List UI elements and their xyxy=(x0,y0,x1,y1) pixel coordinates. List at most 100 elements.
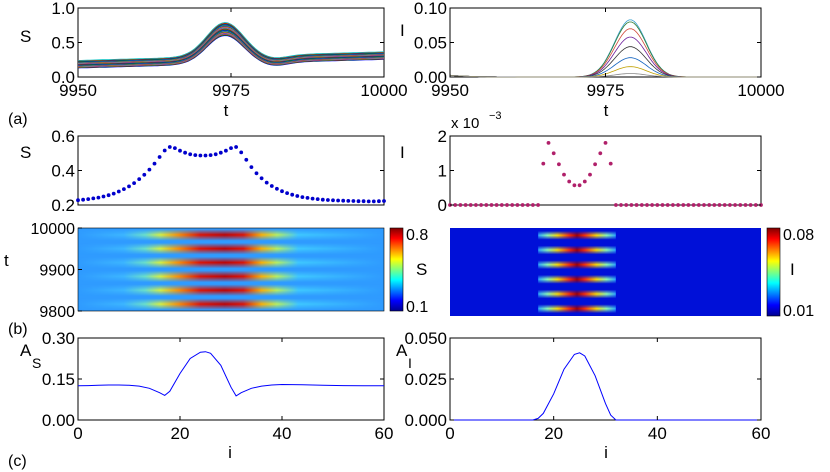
plot-frame xyxy=(449,135,762,206)
data-point xyxy=(577,183,582,188)
data-point xyxy=(377,199,381,204)
data-point xyxy=(753,203,758,207)
x-axis-label: i xyxy=(604,443,608,462)
data-point xyxy=(331,198,335,203)
heatmap-band xyxy=(538,245,616,255)
data-point xyxy=(96,195,101,200)
x-tick-label: 9950 xyxy=(431,81,469,100)
axes: 0.2 0.4 0.6 xyxy=(51,127,384,215)
y-tick-label: 10000 xyxy=(31,221,76,238)
y-tick-label: 0.025 xyxy=(404,370,447,389)
data-point xyxy=(366,199,371,204)
x-tick-label: 60 xyxy=(752,424,771,443)
y-tick-label: 0.00 xyxy=(42,411,75,430)
data-point xyxy=(603,141,608,145)
x-tick-label: 20 xyxy=(171,424,190,443)
axes: 0.000 0.025 0.050 0 20 40 60 xyxy=(404,329,770,443)
y-tick-label: 0.6 xyxy=(51,127,75,146)
y-tick-label: 0.5 xyxy=(51,34,75,53)
heatmap-background xyxy=(450,228,761,316)
y-axis-label-subscript: I xyxy=(408,355,412,371)
data-point xyxy=(356,199,361,204)
y-tick-label: 2 xyxy=(438,127,447,146)
y-tick-label: 1.0 xyxy=(51,0,75,18)
x-axis-label: t xyxy=(604,101,609,120)
scale-exponent-base: x 10 xyxy=(451,115,479,132)
data-point xyxy=(738,203,743,207)
data-point xyxy=(505,203,509,207)
data-point xyxy=(315,197,320,202)
colorbar-tick-min: 0.1 xyxy=(406,299,428,316)
colorbar xyxy=(766,227,781,317)
data-point xyxy=(264,180,269,185)
data-point xyxy=(305,196,310,200)
chart-c-right: 0.000 0.025 0.050 0 20 40 60 A I i xyxy=(396,329,770,462)
panel-label-b: (b) xyxy=(8,321,28,338)
data-point xyxy=(259,176,264,181)
heatmap-bands xyxy=(78,229,384,310)
data-point xyxy=(341,198,346,203)
data-point xyxy=(178,148,182,153)
x-tick-label: 60 xyxy=(375,424,394,443)
data-point xyxy=(132,181,137,186)
y-tick-label: 0.4 xyxy=(51,162,75,181)
heatmap-band xyxy=(78,298,384,310)
data-point xyxy=(650,203,654,207)
y-tick-label: 0.2 xyxy=(51,196,75,215)
data-point xyxy=(106,193,111,198)
plot-frame xyxy=(449,7,762,78)
colorbar-tick-min: 0.01 xyxy=(783,303,814,320)
data-point xyxy=(722,203,727,207)
series-line xyxy=(449,28,761,78)
data-point xyxy=(152,161,157,166)
data-point xyxy=(639,203,644,207)
data-point xyxy=(76,198,80,203)
data-point xyxy=(86,197,91,202)
data-point xyxy=(183,150,188,155)
data-point xyxy=(351,199,356,203)
data-point xyxy=(484,203,489,207)
axes: 9800 9900 10000 xyxy=(31,221,82,321)
x-tick-label: 40 xyxy=(273,424,292,443)
series-lines xyxy=(77,22,385,69)
series-line xyxy=(77,351,384,397)
data-point xyxy=(717,203,722,207)
data-point xyxy=(645,203,649,207)
data-point xyxy=(336,198,340,203)
data-point xyxy=(629,203,634,207)
data-point xyxy=(572,183,577,188)
data-point xyxy=(479,203,483,207)
heatmap-i: 0.08 0.01 I xyxy=(450,227,814,320)
heatmap-s: 9800 9900 10000 t 0.8 0.1 S xyxy=(4,221,428,321)
data-point xyxy=(541,161,546,166)
data-point xyxy=(655,203,660,207)
y-axis-label: S xyxy=(20,27,31,46)
data-point xyxy=(515,203,520,207)
data-point xyxy=(546,141,551,145)
y-tick-label: 0.05 xyxy=(414,34,447,53)
data-point xyxy=(157,155,162,159)
data-point xyxy=(474,203,478,207)
data-point xyxy=(122,187,126,192)
chart-a-left: 0.0 0.5 1.0 9950 9975 10000 S t xyxy=(20,0,408,120)
data-point xyxy=(382,199,386,203)
y-tick-label: 9900 xyxy=(39,263,75,280)
heatmap-bands xyxy=(538,230,616,314)
data-point xyxy=(346,199,351,203)
data-point xyxy=(598,151,603,156)
data-point xyxy=(162,148,167,153)
y-tick-label: 0.30 xyxy=(42,329,75,348)
data-point xyxy=(371,199,376,204)
axes: 0.00 0.15 0.30 0 20 40 60 xyxy=(42,329,394,443)
data-point xyxy=(116,189,121,194)
series-line xyxy=(449,21,761,78)
colorbar-tick-max: 0.8 xyxy=(406,227,428,244)
x-axis-label: i xyxy=(228,443,232,462)
data-point xyxy=(295,194,300,198)
data-point xyxy=(748,203,753,207)
panel-label-a: (a) xyxy=(8,111,28,128)
data-point xyxy=(463,203,468,207)
data-point xyxy=(193,153,198,158)
data-point xyxy=(458,203,463,207)
